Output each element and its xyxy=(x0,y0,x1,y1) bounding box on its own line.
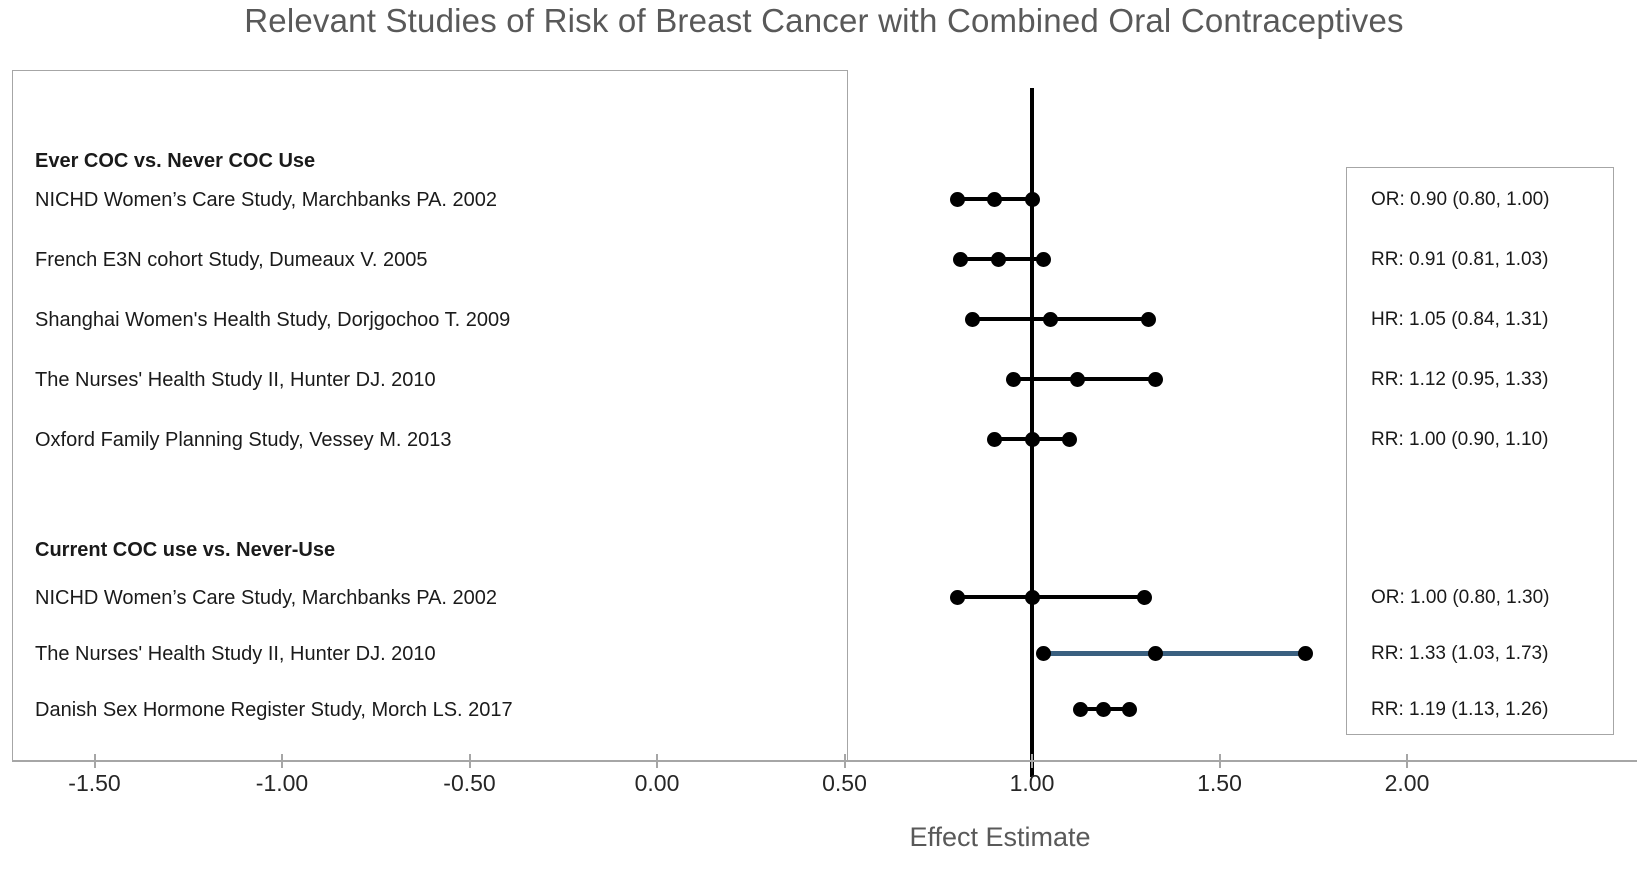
study-label: French E3N cohort Study, Dumeaux V. 2005 xyxy=(35,249,428,271)
tick-mark xyxy=(1218,754,1221,768)
ci-dot-low xyxy=(1035,645,1051,661)
study-label: NICHD Women’s Care Study, Marchbanks PA.… xyxy=(35,587,498,609)
x-axis-title: Effect Estimate xyxy=(909,822,1091,852)
tick-label: 0.50 xyxy=(822,770,867,796)
ci-dot-high xyxy=(1140,311,1156,327)
tick-mark xyxy=(281,754,283,768)
tick-mark xyxy=(1406,754,1408,768)
ci-dot-low xyxy=(964,311,980,327)
estimate-text: RR: 0.91 (0.81, 1.03) xyxy=(1371,249,1549,270)
estimate-text: RR: 1.12 (0.95, 1.33) xyxy=(1371,369,1549,390)
ci-dot-low xyxy=(987,431,1002,447)
ci-dot-estimate xyxy=(987,191,1002,207)
study-label: Danish Sex Hormone Register Study, Morch… xyxy=(35,699,513,721)
tick-mark xyxy=(1031,754,1033,768)
ci-dot-high xyxy=(1024,191,1040,207)
group-header: Ever COC vs. Never COC Use xyxy=(35,150,316,172)
ci-dot-low xyxy=(949,191,965,207)
study-label: Oxford Family Planning Study, Vessey M. … xyxy=(35,429,452,451)
estimate-text: OR: 1.00 (0.80, 1.30) xyxy=(1371,587,1550,608)
tick-label: -0.50 xyxy=(443,770,496,796)
tick-mark xyxy=(656,754,658,768)
ci-dot-high xyxy=(1035,251,1051,267)
ci-dot-low xyxy=(953,251,969,267)
estimate-text: RR: 1.00 (0.90, 1.10) xyxy=(1371,429,1549,450)
estimate-text: RR: 1.33 (1.03, 1.73) xyxy=(1371,643,1549,664)
ci-dot-estimate xyxy=(1024,431,1040,447)
ci-line xyxy=(972,317,1149,321)
study-label: The Nurses' Health Study II, Hunter DJ. … xyxy=(35,643,436,665)
ci-dot-high xyxy=(1298,645,1314,661)
estimate-text: OR: 0.90 (0.80, 1.00) xyxy=(1371,189,1550,210)
ci-dot-estimate xyxy=(1069,371,1085,387)
ci-dot-estimate xyxy=(1024,589,1040,605)
ci-dot-estimate xyxy=(1148,645,1164,661)
tick-label: 1.50 xyxy=(1197,770,1242,796)
tick-label: 2.00 xyxy=(1384,770,1430,796)
tick-mark xyxy=(93,754,96,768)
study-label: Shanghai Women's Health Study, Dorjgocho… xyxy=(35,309,511,331)
tick-mark xyxy=(843,754,846,768)
tick-label: -1.50 xyxy=(68,770,121,796)
ci-line xyxy=(1013,377,1156,381)
chart-title: Relevant Studies of Risk of Breast Cance… xyxy=(244,2,1404,39)
ci-dot-estimate xyxy=(990,251,1006,267)
ci-dot-low xyxy=(1073,701,1089,717)
estimate-text: RR: 1.19 (1.13, 1.26) xyxy=(1371,699,1549,720)
ci-dot-low xyxy=(1005,371,1021,387)
ci-dot-estimate xyxy=(1095,701,1111,717)
estimate-text: HR: 1.05 (0.84, 1.31) xyxy=(1371,309,1549,330)
ci-line xyxy=(1043,650,1306,656)
ci-dot-high xyxy=(1137,589,1152,605)
tick-label: -1.00 xyxy=(255,770,309,796)
tick-mark xyxy=(468,754,471,768)
ci-dot-low xyxy=(949,589,965,605)
x-axis-line xyxy=(12,760,1637,762)
group-header: Current COC use vs. Never-Use xyxy=(35,539,336,561)
tick-label: 1.00 xyxy=(1009,770,1055,796)
study-labels-panel: Ever COC vs. Never COC Use NICHD Women’s … xyxy=(12,70,848,761)
tick-label: 0.00 xyxy=(634,770,680,796)
ci-line xyxy=(957,595,1145,599)
ci-dot-high xyxy=(1148,371,1164,387)
ci-dot-high xyxy=(1122,701,1137,717)
study-label: NICHD Women’s Care Study, Marchbanks PA.… xyxy=(35,189,498,211)
ci-dot-high xyxy=(1062,431,1077,447)
estimates-panel: OR: 0.90 (0.80, 1.00) RR: 0.91 (0.81, 1.0… xyxy=(1346,167,1614,735)
ci-dot-estimate xyxy=(1043,311,1059,327)
study-label: The Nurses' Health Study II, Hunter DJ. … xyxy=(35,369,436,391)
